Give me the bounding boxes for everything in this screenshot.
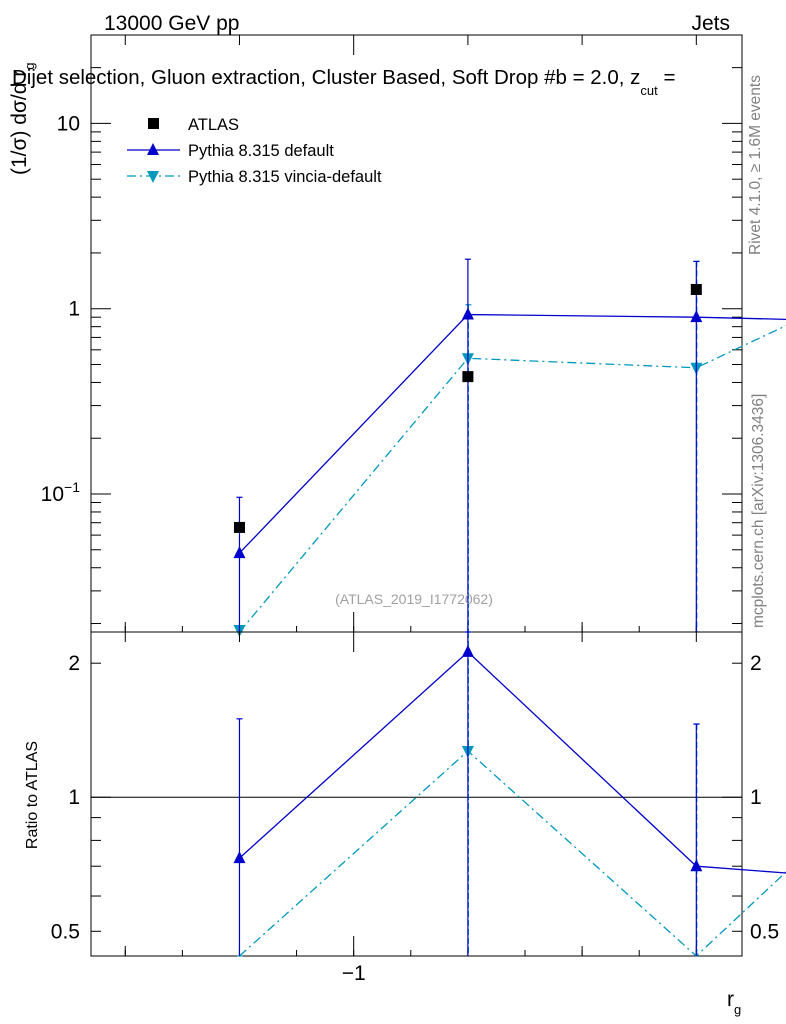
ratio-ytick-label-right: 0.5 <box>750 920 779 943</box>
legend-marker-atlas <box>148 118 159 129</box>
main-ytick-label: 10 <box>57 112 80 135</box>
ratio-xlabel-text: r <box>727 988 734 1011</box>
plot-title: Dijet selection, Gluon extraction, Clust… <box>12 66 675 98</box>
main-ytick-label: 1 <box>68 298 80 321</box>
ratio-xlabel: rg <box>727 988 741 1017</box>
plot-title-main: Dijet selection, Gluon extraction, Clust… <box>12 66 640 89</box>
ratio-line-pythia-default <box>239 651 786 874</box>
analysis-watermark: (ATLAS_2019_I1772062) <box>335 591 493 607</box>
main-point-atlas <box>462 371 474 383</box>
legend-marker-pythia-default <box>147 143 159 155</box>
main-point-pythia-default <box>461 307 474 320</box>
legend-label: ATLAS <box>188 116 239 134</box>
ratio-ylabel: Ratio to ATLAS <box>24 741 41 849</box>
ratio-point-pythia-default <box>461 644 474 657</box>
ratio-point-pythia-default <box>233 851 246 864</box>
main-point-pythia-default <box>233 546 246 559</box>
ratio-xtick-label: −1 <box>342 962 366 985</box>
legend: ATLAS Pythia 8.315 default Pythia 8.315 vi… <box>127 116 382 186</box>
mcplots-label: mcplots.cern.ch [arXiv:1306.3436] <box>750 394 767 628</box>
main-point-atlas <box>233 521 245 533</box>
main-axes: 10 1 10−1 <box>41 34 742 632</box>
ratio-ytick-label: 2 <box>68 652 80 675</box>
legend-label: Pythia 8.315 default <box>188 142 334 160</box>
ratio-xlabel-sub: g <box>734 1002 741 1017</box>
ratio-point-pythia-default <box>690 859 703 872</box>
ratio-ytick-label-right: 1 <box>750 786 762 809</box>
main-ylabel-text: (1/σ) dσ/d r <box>8 70 31 175</box>
main-ylabel: (1/σ) dσ/d rg <box>8 62 37 175</box>
ratio-line-pythia-vincia <box>239 750 786 957</box>
ratio-series <box>233 631 786 957</box>
plot-title-tail: = <box>658 66 676 89</box>
ratio-frame <box>90 631 743 957</box>
main-line-pythia-default <box>239 313 786 554</box>
main-panel: 10 1 10−1 (1/σ) dσ/d rg (ATLAS_2019_I17720… <box>8 34 786 637</box>
ratio-ytick-label-right: 2 <box>750 652 762 675</box>
main-line-pythia-vincia <box>238 324 786 633</box>
category-label: Jets <box>691 12 730 35</box>
main-ylabel-sub: g <box>22 62 37 69</box>
main-series <box>233 258 786 637</box>
ratio-ytick-label: 1 <box>68 786 80 809</box>
plot-title-sub: cut <box>640 83 658 98</box>
rivet-label: Rivet 4.1.0, ≥ 1.6M events <box>747 75 764 255</box>
ratio-ytick-label: 0.5 <box>51 920 80 943</box>
main-ytick-label: 10−1 <box>41 479 81 506</box>
legend-marker-pythia-vincia <box>147 171 159 183</box>
energy-label: 13000 GeV pp <box>104 12 239 35</box>
main-point-pythia-default <box>690 310 703 323</box>
legend-label: Pythia 8.315 vincia-default <box>188 168 382 186</box>
main-point-atlas <box>690 283 702 295</box>
